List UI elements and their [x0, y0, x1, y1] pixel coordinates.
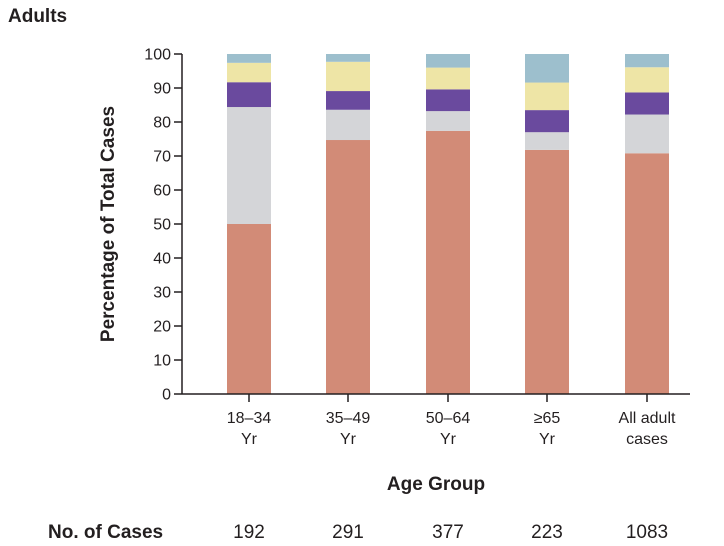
- bar-segment-2-segment-3: [326, 91, 370, 110]
- cases-value-4: 223: [531, 522, 563, 543]
- y-tick-label-30: 30: [153, 285, 171, 302]
- y-tick-label-100: 100: [144, 47, 171, 64]
- bar-segment-4-segment-3: [525, 110, 569, 133]
- y-tick-label-10: 10: [153, 353, 171, 370]
- bar-segment-5-segment-5: [625, 54, 669, 68]
- x-tick-label-1-line-1: 18–34: [227, 410, 272, 427]
- x-tick-label-5-line-1: All adult: [619, 410, 676, 427]
- cases-value-3: 377: [432, 522, 464, 543]
- panel-label: Adults: [8, 6, 68, 27]
- bar-segment-1-segment-3: [227, 82, 271, 108]
- bar-segment-5-segment-3: [625, 92, 669, 115]
- x-axis-title: Age Group: [387, 474, 485, 495]
- bar-segment-1-segment-4: [227, 62, 271, 83]
- x-tick-label-2-line-1: 35–49: [326, 410, 371, 427]
- x-tick-label-5-line-2: cases: [626, 431, 668, 448]
- x-tick-label-3-line-1: 50–64: [426, 410, 471, 427]
- cases-value-1: 192: [233, 522, 265, 543]
- cases-value-5: 1083: [626, 522, 668, 543]
- bar-segment-4-segment-1: [525, 149, 569, 394]
- cases-row-label: No. of Cases: [48, 522, 163, 543]
- y-tick-label-20: 20: [153, 319, 171, 336]
- cases-value-2: 291: [332, 522, 364, 543]
- cases-row-values: 192 291 377 223 1083: [233, 522, 668, 543]
- bar-segment-4-segment-4: [525, 82, 569, 111]
- x-tick-label-1-line-2: Yr: [241, 431, 258, 448]
- bars-group: [227, 54, 669, 394]
- bar-segment-3-segment-1: [426, 130, 470, 394]
- y-tick-label-60: 60: [153, 183, 171, 200]
- y-tick-label-90: 90: [153, 81, 171, 98]
- y-tick-label-80: 80: [153, 115, 171, 132]
- y-tick-label-50: 50: [153, 217, 171, 234]
- bar-segment-4-segment-5: [525, 54, 569, 83]
- x-tick-label-4-line-2: Yr: [539, 431, 556, 448]
- bar-segment-2-segment-2: [326, 109, 370, 141]
- y-tick-label-0: 0: [162, 387, 171, 404]
- y-axis-title: Percentage of Total Cases: [98, 106, 119, 342]
- bar-segment-2-segment-1: [326, 140, 370, 394]
- y-tick-label-40: 40: [153, 251, 171, 268]
- bar-segment-3-segment-5: [426, 54, 470, 68]
- bar-segment-3-segment-4: [426, 67, 470, 90]
- x-ticks-group: 18–34 Yr 35–49 Yr 50–64 Yr ≥65 Yr All adult cases: [227, 394, 676, 448]
- bar-segment-5-segment-2: [625, 114, 669, 154]
- bar-segment-3-segment-2: [426, 111, 470, 131]
- x-tick-label-3-line-2: Yr: [440, 431, 457, 448]
- x-tick-label-4-line-1: ≥65: [534, 410, 561, 427]
- bar-segment-2-segment-4: [326, 61, 370, 92]
- y-ticks-group: 0 10 20 30 40 50 60 70 80 90 100: [144, 47, 182, 404]
- bar-segment-1-segment-2: [227, 107, 271, 224]
- bar-segment-5-segment-4: [625, 67, 669, 93]
- bar-segment-5-segment-1: [625, 153, 669, 394]
- bar-segment-2-segment-5: [326, 54, 370, 62]
- bar-segment-3-segment-3: [426, 89, 470, 112]
- bar-segment-1-segment-1: [227, 224, 271, 394]
- bar-segment-1-segment-5: [227, 54, 271, 63]
- x-tick-label-2-line-2: Yr: [340, 431, 357, 448]
- bar-segment-4-segment-2: [525, 132, 569, 150]
- y-tick-label-70: 70: [153, 149, 171, 166]
